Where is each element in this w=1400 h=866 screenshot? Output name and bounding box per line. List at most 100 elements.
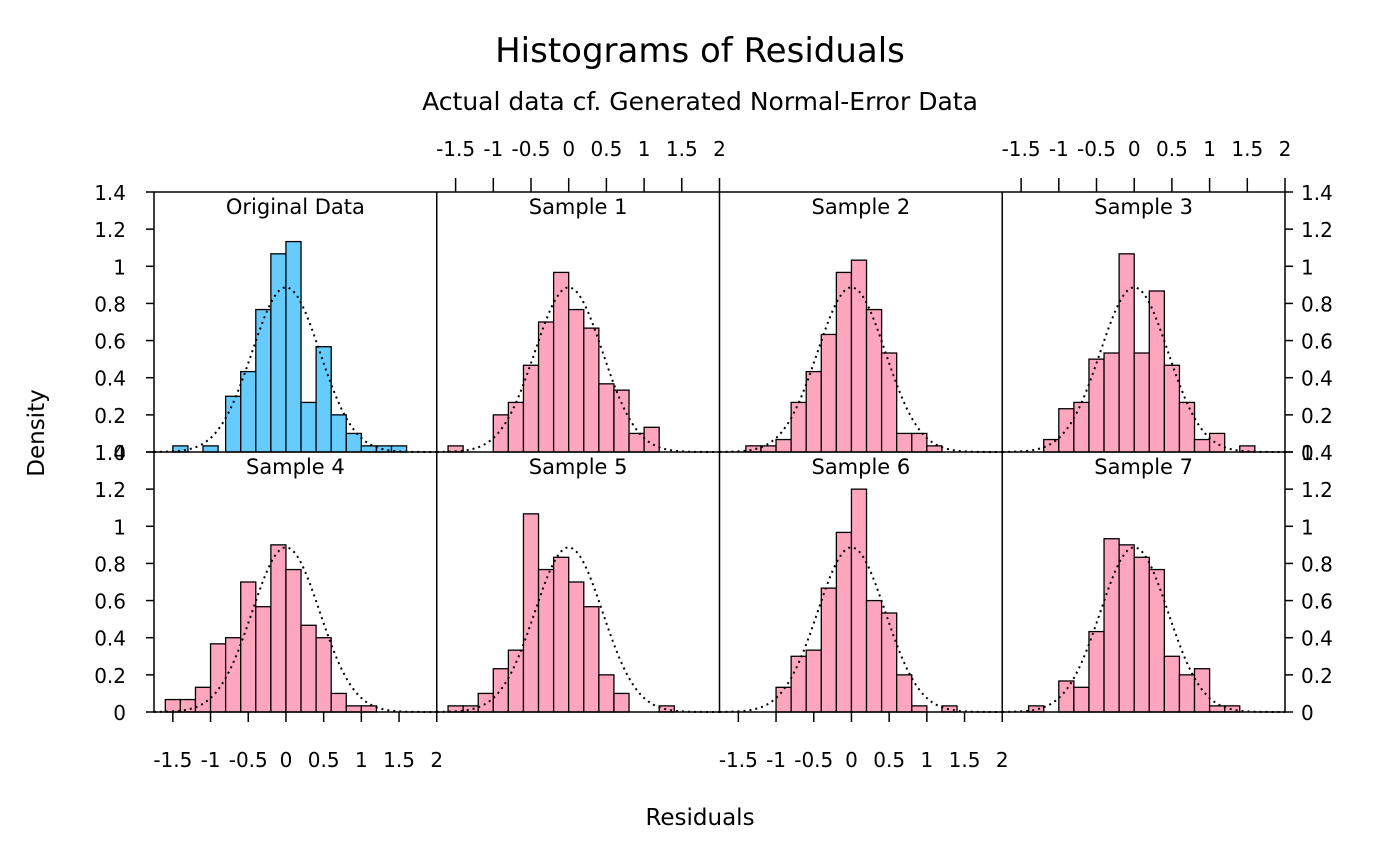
x-tick-label: 1.5 xyxy=(949,748,981,772)
y-tick-label: 1.4 xyxy=(1301,181,1333,205)
normal-density-curve xyxy=(1002,286,1285,453)
x-tick-label: 1.5 xyxy=(666,137,698,161)
y-tick-label: 1.4 xyxy=(1301,441,1333,465)
y-tick-label: 0.2 xyxy=(1301,664,1333,688)
histogram-bar xyxy=(760,445,777,453)
histogram-bar xyxy=(224,395,242,453)
y-tick-label: 1 xyxy=(1301,515,1314,539)
histogram-bar xyxy=(1058,680,1075,713)
histogram-bar xyxy=(1193,668,1211,713)
x-tick-label: -1.5 xyxy=(1002,137,1041,161)
x-tick-label: 0.5 xyxy=(590,137,622,161)
x-tick-label: -1.5 xyxy=(153,748,192,772)
x-tick-label: -1 xyxy=(201,748,221,772)
x-tick-label: -0.5 xyxy=(794,748,833,772)
y-tick-label: 1.4 xyxy=(94,441,126,465)
panel-original-data xyxy=(153,240,437,453)
histogram-bar xyxy=(835,531,853,713)
histogram-bar xyxy=(820,587,838,713)
x-tick-label: -0.5 xyxy=(511,137,550,161)
histogram-bar xyxy=(775,438,792,453)
histogram-bar xyxy=(224,637,242,713)
x-tick-label: 1 xyxy=(920,748,933,772)
histogram-bar xyxy=(598,383,615,453)
y-tick-label: 0.2 xyxy=(94,404,126,428)
x-tick-label: 1 xyxy=(1203,137,1216,161)
histogram-bar xyxy=(896,674,913,713)
panel-sample-3 xyxy=(1002,253,1285,453)
y-tick-label: 1 xyxy=(113,515,126,539)
y-tick-label: 0.4 xyxy=(94,367,126,391)
y-tick-label: 0 xyxy=(1301,441,1314,465)
y-tick-label: 1.2 xyxy=(94,218,126,242)
histogram-bar xyxy=(790,655,807,713)
histogram-bar xyxy=(179,698,197,713)
panel-sample-4 xyxy=(153,544,437,713)
histogram-bar xyxy=(552,556,570,713)
histogram-bar xyxy=(1178,674,1196,713)
panel-title: Sample 5 xyxy=(529,455,628,479)
histogram-bar xyxy=(1103,538,1120,713)
histogram-bar xyxy=(285,568,302,713)
y-tick-label: 0.6 xyxy=(94,590,126,614)
histogram-bar xyxy=(360,445,378,453)
histogram-bar xyxy=(941,705,958,713)
histogram-bar xyxy=(1208,432,1226,453)
histogram-bar xyxy=(1208,705,1226,713)
normal-density-curve xyxy=(719,286,1003,453)
histogram-bar xyxy=(583,606,600,713)
histogram-bar xyxy=(583,327,600,453)
histogram-bar xyxy=(255,606,272,713)
panel-sample-2 xyxy=(719,259,1003,453)
histogram-bar xyxy=(522,513,540,713)
normal-density-curve xyxy=(1002,546,1285,713)
y-tick-label: 0.6 xyxy=(94,330,126,354)
panel-sample-1 xyxy=(436,271,720,453)
histogram-bar xyxy=(850,259,868,453)
plot-area: Original Data Sample 1 Sample 2 Sample 3 Sam… xyxy=(94,137,1333,772)
histogram-bar xyxy=(270,544,287,713)
y-tick-label: 0.2 xyxy=(94,664,126,688)
histogram-bar xyxy=(1163,655,1181,713)
x-axis-label: Residuals xyxy=(645,805,754,831)
histogram-bar xyxy=(315,637,332,713)
histogram-bar xyxy=(537,321,555,453)
normal-density-curve xyxy=(153,286,437,453)
x-tick-label: -1.5 xyxy=(436,137,475,161)
x-tick-label: 0 xyxy=(845,748,858,772)
histogram-bar xyxy=(492,414,510,453)
histogram-bar xyxy=(330,692,347,713)
histogram-bar xyxy=(285,240,302,453)
histogram-bar xyxy=(1058,408,1075,453)
x-tick-label: 1.5 xyxy=(383,748,415,772)
x-tick-label: -1.5 xyxy=(719,748,758,772)
y-tick-label: 1.2 xyxy=(1301,478,1333,502)
y-tick-label: 0.6 xyxy=(1301,590,1333,614)
histogram-bar xyxy=(375,445,393,453)
histogram-bar xyxy=(345,705,362,713)
histogram-bar xyxy=(330,414,347,453)
histogram-bar xyxy=(1073,686,1090,713)
histogram-bar xyxy=(1148,290,1166,453)
x-tick-label: 0 xyxy=(1128,137,1141,161)
histogram-bar xyxy=(345,432,362,453)
histogram-bar xyxy=(240,370,257,453)
normal-density-curve xyxy=(436,286,720,453)
histogram-bar xyxy=(1193,438,1211,453)
x-tick-label: 0.5 xyxy=(308,748,340,772)
histogram-bar xyxy=(598,674,615,713)
y-tick-label: 0 xyxy=(1301,701,1314,725)
histogram-bar xyxy=(507,401,525,453)
histogram-bar xyxy=(1178,401,1196,453)
histogram-bar xyxy=(209,643,227,713)
histogram-bar xyxy=(1118,544,1135,713)
panel-title: Sample 4 xyxy=(246,455,345,479)
histogram-bar xyxy=(300,624,317,713)
histogram-bar xyxy=(613,389,630,453)
histogram-bar xyxy=(1163,364,1181,453)
histogram-bar xyxy=(850,488,868,713)
histogram-bar xyxy=(775,686,792,713)
histogram-bar xyxy=(1073,401,1090,453)
histogram-bar xyxy=(865,599,883,713)
